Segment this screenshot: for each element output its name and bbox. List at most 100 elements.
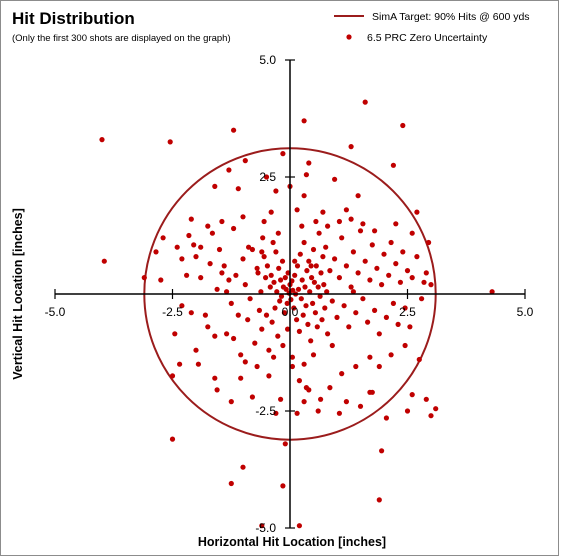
data-point bbox=[246, 244, 252, 250]
x-tick-label: -2.5 bbox=[162, 305, 183, 319]
data-point bbox=[433, 406, 439, 412]
data-point bbox=[489, 289, 495, 295]
data-point bbox=[369, 242, 375, 248]
data-point bbox=[179, 256, 185, 262]
data-point bbox=[269, 319, 275, 325]
y-tick-label: 2.5 bbox=[259, 170, 276, 184]
data-point bbox=[390, 162, 396, 168]
data-point bbox=[294, 263, 301, 269]
data-point bbox=[325, 331, 331, 337]
data-point bbox=[332, 256, 338, 262]
data-point bbox=[339, 371, 345, 377]
data-point bbox=[226, 277, 232, 283]
data-point bbox=[284, 300, 290, 306]
data-point bbox=[273, 249, 279, 255]
data-point bbox=[423, 270, 429, 276]
data-point bbox=[379, 448, 385, 454]
data-point bbox=[279, 258, 286, 264]
data-point bbox=[260, 235, 266, 241]
data-point bbox=[273, 188, 279, 194]
data-point bbox=[160, 235, 166, 241]
data-point bbox=[301, 118, 307, 124]
data-point bbox=[205, 223, 211, 229]
data-point bbox=[343, 263, 349, 269]
axes bbox=[54, 59, 526, 529]
data-point bbox=[327, 268, 333, 274]
data-point bbox=[313, 218, 319, 225]
data-point bbox=[290, 287, 296, 293]
data-point bbox=[294, 410, 300, 416]
data-point bbox=[247, 296, 253, 302]
data-point bbox=[393, 221, 399, 227]
data-point bbox=[172, 331, 178, 337]
data-point bbox=[402, 342, 408, 349]
data-point bbox=[329, 342, 335, 349]
data-point bbox=[320, 254, 326, 260]
data-point bbox=[282, 275, 288, 281]
data-point bbox=[254, 265, 260, 271]
data-point bbox=[419, 296, 425, 302]
data-point bbox=[393, 261, 399, 267]
data-point bbox=[348, 216, 354, 222]
data-point bbox=[231, 127, 237, 133]
data-point bbox=[280, 342, 286, 349]
legend-series-label: 6.5 PRC Zero Uncertainty bbox=[367, 32, 488, 44]
data-point bbox=[219, 270, 225, 276]
data-point bbox=[212, 375, 218, 381]
data-point bbox=[280, 483, 286, 489]
data-point bbox=[184, 272, 190, 278]
data-point bbox=[299, 223, 305, 229]
data-point bbox=[188, 310, 194, 316]
data-point bbox=[235, 186, 241, 192]
data-point bbox=[306, 160, 312, 166]
data-point bbox=[388, 352, 394, 358]
data-point bbox=[323, 244, 329, 250]
data-point bbox=[348, 284, 354, 290]
data-point bbox=[214, 387, 220, 393]
data-point bbox=[221, 263, 227, 269]
data-point bbox=[321, 282, 327, 288]
data-point bbox=[278, 293, 285, 299]
data-point bbox=[153, 249, 159, 255]
data-point bbox=[309, 275, 315, 281]
data-point bbox=[167, 139, 173, 145]
x-axis-title: Horizontal Hit Location [inches] bbox=[198, 535, 386, 549]
data-point bbox=[295, 286, 302, 292]
data-point bbox=[266, 373, 272, 379]
data-point bbox=[336, 218, 342, 225]
data-point bbox=[339, 235, 345, 241]
y-tick-label: -5.0 bbox=[255, 521, 276, 535]
data-point bbox=[416, 356, 422, 363]
data-point bbox=[205, 324, 211, 330]
data-point bbox=[273, 410, 279, 416]
data-point bbox=[240, 214, 246, 220]
data-point bbox=[302, 284, 308, 290]
data-point bbox=[207, 261, 213, 267]
data-point bbox=[169, 373, 176, 379]
data-point bbox=[329, 298, 335, 304]
data-point bbox=[268, 209, 274, 215]
data-point bbox=[268, 272, 274, 278]
data-point bbox=[275, 230, 281, 236]
data-point bbox=[397, 279, 403, 285]
legend: SimA Target: 90% Hits @ 600 yds 6.5 PRC … bbox=[334, 11, 530, 44]
data-point bbox=[402, 305, 408, 311]
data-point bbox=[209, 230, 215, 236]
data-point bbox=[315, 284, 321, 290]
data-point bbox=[141, 275, 147, 281]
data-point bbox=[305, 321, 311, 327]
data-point bbox=[343, 399, 349, 405]
data-point bbox=[296, 523, 302, 529]
data-point bbox=[252, 340, 258, 346]
data-point bbox=[240, 464, 246, 470]
data-point bbox=[315, 408, 321, 414]
data-point bbox=[240, 256, 246, 262]
data-point bbox=[300, 312, 306, 318]
data-point bbox=[297, 251, 303, 257]
data-point bbox=[404, 408, 411, 414]
data-point bbox=[198, 244, 204, 250]
data-point bbox=[193, 254, 199, 260]
data-point bbox=[259, 523, 265, 529]
data-point bbox=[327, 385, 333, 391]
